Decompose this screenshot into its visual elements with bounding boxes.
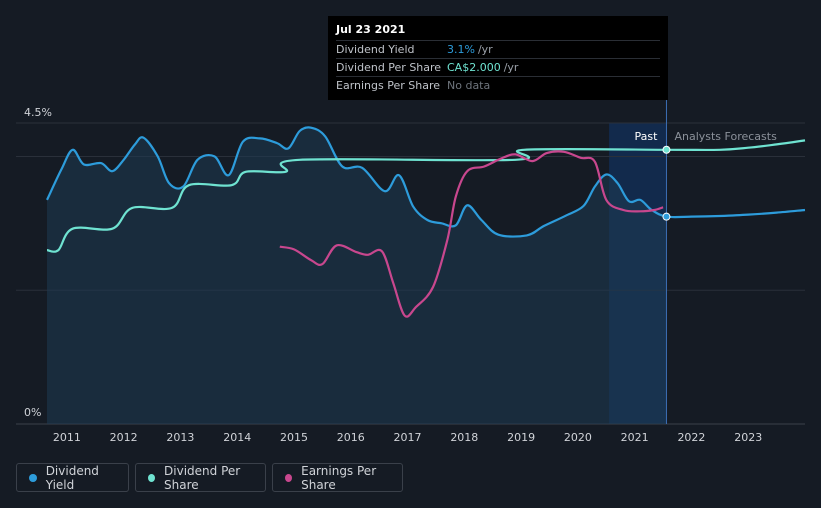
tooltip-label: Earnings Per Share	[336, 79, 441, 92]
x-tick-label: 2020	[564, 431, 592, 444]
x-tick-label: 2013	[166, 431, 194, 444]
dividend-per-share-line	[46, 139, 806, 253]
x-tick-label: 2016	[337, 431, 365, 444]
tooltip-unit: /yr	[477, 43, 493, 56]
tooltip-row-dividend-per-share: Dividend Per Share CA$2.000 /yr	[336, 58, 660, 76]
x-tick-label: 2019	[507, 431, 535, 444]
tooltip-value: 3.1%	[447, 43, 475, 56]
tooltip-value: CA$2.000	[447, 61, 501, 74]
tooltip-row-earnings-per-share: Earnings Per Share No data	[336, 76, 660, 94]
tooltip-value: No data	[447, 79, 491, 92]
x-tick-label: 2012	[110, 431, 138, 444]
x-tick-label: 2011	[53, 431, 81, 444]
y-tick-label: 4.5%	[24, 106, 52, 119]
analysts-forecasts-label: Analysts Forecasts	[674, 130, 777, 143]
legend-label: Earnings Per Share	[301, 463, 377, 492]
dividend-yield-line	[46, 126, 806, 238]
x-tick-label: 2015	[280, 431, 308, 444]
x-tick-label: 2018	[450, 431, 478, 444]
x-tick-label: 2014	[223, 431, 251, 444]
x-tick-label: 2022	[677, 431, 705, 444]
x-axis-ticks: 2011 2012 2013 2014 2015 2016 2017 2018 2019 2020…	[53, 431, 762, 444]
x-tick-label: 2017	[394, 431, 422, 444]
past-label: Past	[635, 130, 659, 143]
tooltip-label: Dividend Yield	[336, 43, 415, 56]
dividend-per-share-marker	[662, 145, 671, 154]
dividend-yield-marker	[662, 212, 671, 221]
tooltip-date: Jul 23 2021	[336, 23, 406, 36]
legend-label: Dividend Per Share	[164, 463, 241, 492]
tooltip-row-dividend-yield: Dividend Yield 3.1% /yr	[336, 40, 660, 58]
x-tick-label: 2023	[734, 431, 762, 444]
tooltip-unit: /yr	[503, 61, 519, 74]
tooltip-label: Dividend Per Share	[336, 61, 442, 74]
legend-dot-icon	[148, 473, 156, 482]
x-tick-label: 2021	[621, 431, 649, 444]
legend-dividend-per-share[interactable]: Dividend Per Share	[135, 463, 266, 492]
tooltip: Jul 23 2021 Dividend Yield 3.1% /yr Divi…	[328, 16, 668, 100]
y-tick-label: 0%	[24, 406, 41, 419]
dividend-yield-area	[47, 127, 667, 425]
legend-label: Dividend Yield	[45, 463, 99, 492]
legend-dividend-yield[interactable]: Dividend Yield	[16, 463, 129, 492]
legend-dot-icon	[285, 473, 293, 482]
legend-earnings-per-share[interactable]: Earnings Per Share	[272, 463, 403, 492]
earnings-per-share-line	[279, 150, 664, 318]
legend-dot-icon	[29, 473, 37, 482]
